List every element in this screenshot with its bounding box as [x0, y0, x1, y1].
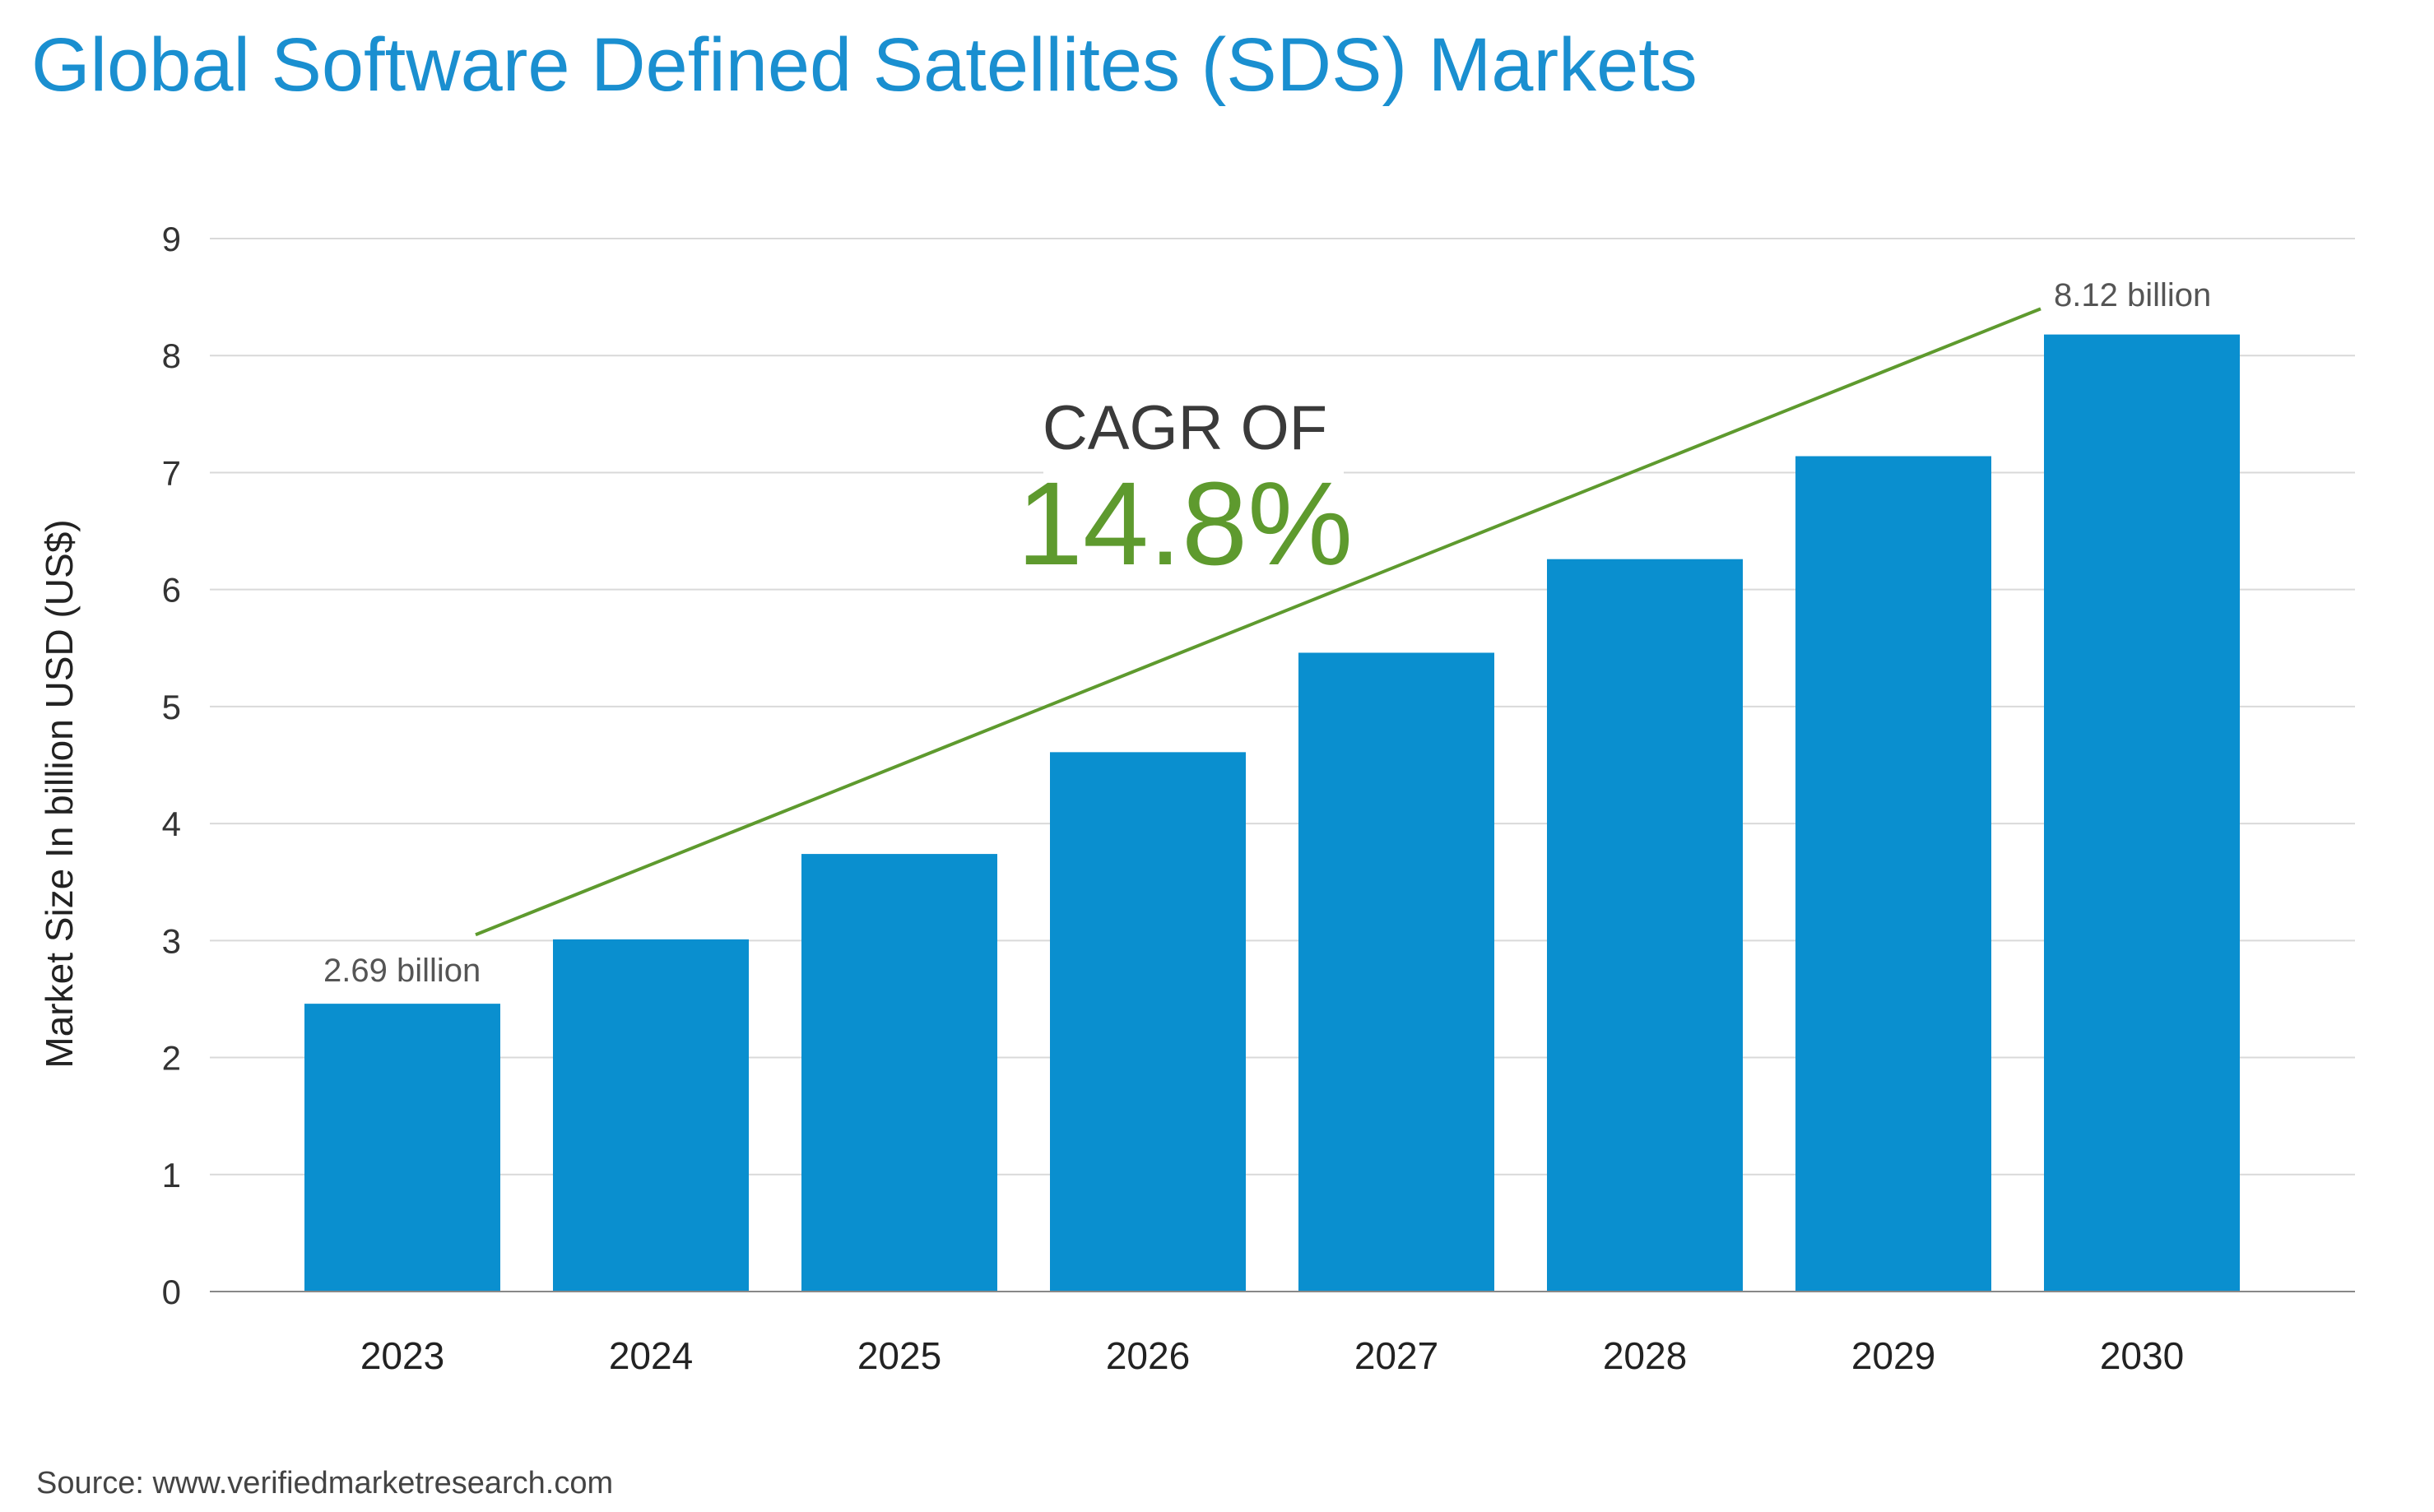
cagr-label: CAGR OF: [1043, 393, 1327, 463]
bar-2027: [1298, 652, 1494, 1292]
y-tick-label: 4: [162, 805, 181, 843]
gridlines: [210, 238, 2355, 1176]
trend-line: [475, 307, 2041, 937]
bar-2023: [304, 1004, 500, 1292]
y-axis-label: Market Size In billion USD (US$): [38, 519, 81, 1068]
y-tick-label: 2: [162, 1039, 181, 1078]
bars: [304, 334, 2240, 1292]
y-axis-ticks: 0 1 2 3 4 5 6 7 8 9: [162, 220, 181, 1311]
y-tick-label: 8: [162, 336, 181, 375]
x-axis-ticks: 2023 2024 2025 2026 2027 2028 2029 2030: [360, 1334, 2184, 1377]
y-tick-label: 7: [162, 453, 181, 492]
start-value-label: 2.69 billion: [323, 953, 481, 989]
bar-2024: [553, 939, 749, 1292]
cagr-backdrop: [1043, 385, 1344, 570]
cagr-value: 14.8%: [1017, 457, 1353, 590]
y-tick-label: 3: [162, 921, 181, 960]
x-tick-label-2027: 2027: [1354, 1334, 1438, 1377]
y-tick-label: 1: [162, 1156, 181, 1194]
y-tick-label: 9: [162, 220, 181, 258]
end-value-label: 8.12 billion: [2054, 277, 2211, 313]
source-text: Source: www.verifiedmarketresearch.com: [36, 1466, 613, 1500]
bar-2029: [1795, 456, 1991, 1292]
x-tick-label-2025: 2025: [857, 1334, 941, 1377]
bar-2025: [801, 854, 997, 1292]
x-tick-label-2023: 2023: [360, 1334, 444, 1377]
x-tick-label-2030: 2030: [2100, 1334, 2184, 1377]
x-tick-label-2026: 2026: [1106, 1334, 1190, 1377]
y-tick-label: 5: [162, 688, 181, 726]
y-tick-label: 6: [162, 571, 181, 610]
bar-2026: [1050, 752, 1246, 1292]
x-tick-label-2028: 2028: [1603, 1334, 1687, 1377]
x-tick-label-2024: 2024: [609, 1334, 693, 1377]
bar-2030: [2044, 334, 2240, 1292]
bar-2028: [1547, 559, 1743, 1292]
chart-title: Global Software Defined Satellites (SDS)…: [31, 23, 1698, 107]
x-tick-label-2029: 2029: [1851, 1334, 1935, 1377]
y-tick-label: 0: [162, 1273, 181, 1311]
